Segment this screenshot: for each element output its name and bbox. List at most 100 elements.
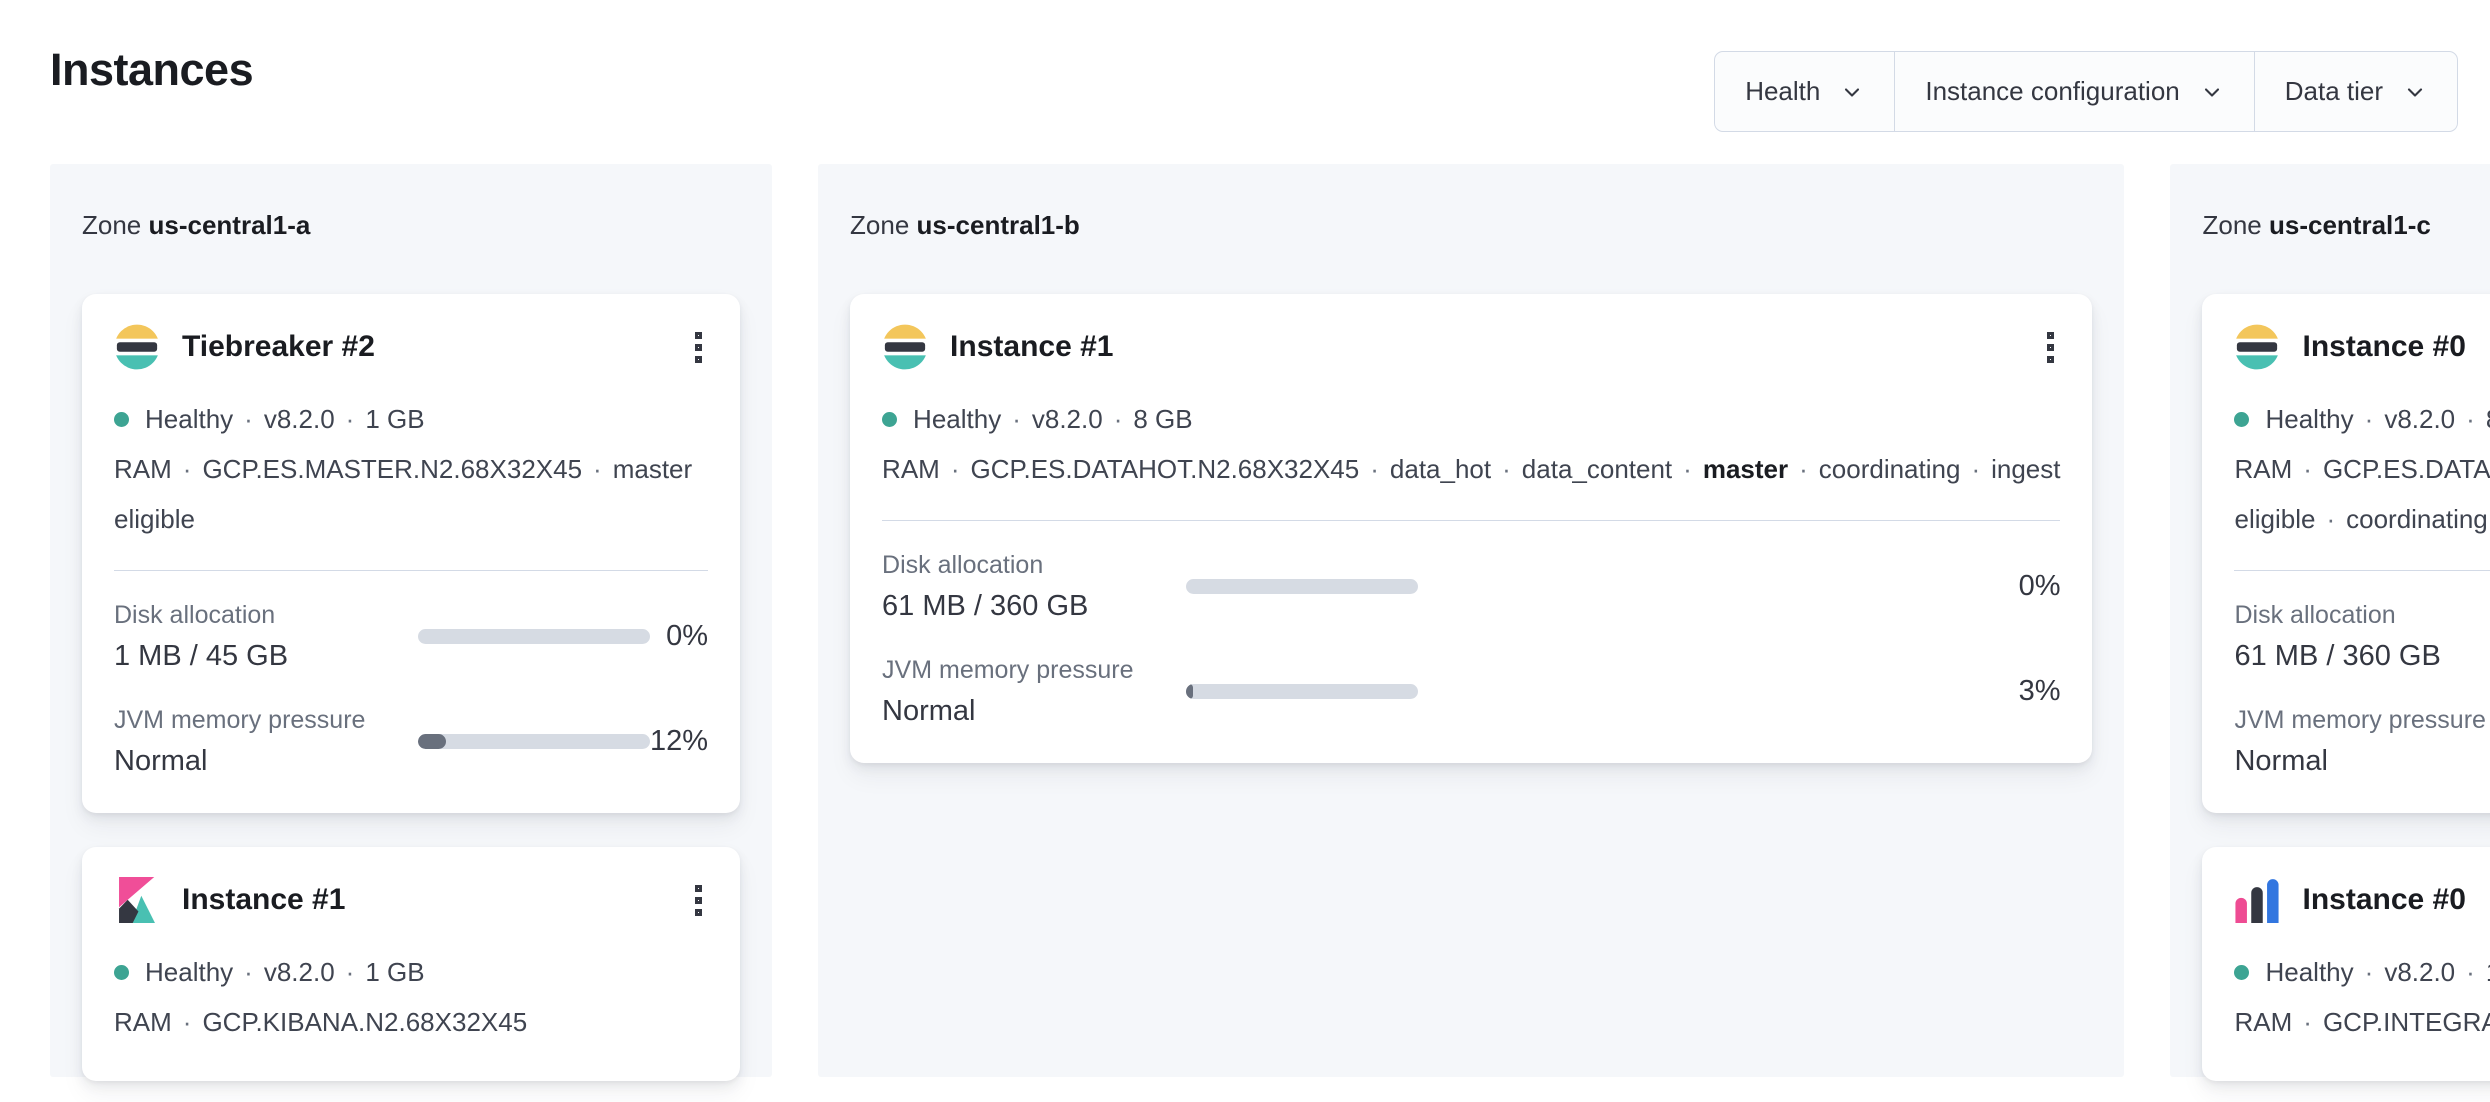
zone-label-prefix: Zone [82, 210, 142, 240]
stat-value: 1 MB / 45 GB [114, 640, 289, 672]
instance-title: Instance #1 [182, 883, 346, 916]
zone-name: us-central1-b [916, 210, 1080, 240]
meta-segment: GCP.ES.DATAHOT.N2.68X32X45 [2322, 454, 2490, 484]
zone-panel-us-central1-b: Zone us-central1-b Instance #1 Healthy · v… [818, 164, 2125, 1077]
meta-segment: data_content [1521, 454, 1673, 484]
meta-separator: · [2466, 957, 2475, 987]
instance-stats: Disk allocation 61 MB / 360 GB 0% JVM me… [2234, 571, 2490, 779]
meta-separator: · [1799, 454, 1808, 484]
meta-segment: master eligible [114, 454, 693, 534]
kibana-logo-icon [119, 877, 155, 923]
meta-segment: 8 GB RAM [882, 404, 1193, 484]
meta-segment: Healthy [2265, 957, 2354, 987]
meta-segment: ingest [1991, 454, 2061, 484]
filter-instance-configuration-button[interactable]: Instance configuration [1894, 52, 2253, 131]
zone-name: us-central1-c [2268, 210, 2431, 240]
filter-group: Health Instance configuration Data tier [1714, 51, 2458, 132]
chevron-down-icon [1845, 87, 1860, 97]
elasticsearch-logo-icon [882, 324, 928, 370]
filter-health-label: Health [1745, 76, 1821, 106]
meta-segment: data_hot [1389, 454, 1492, 484]
meta-separator: · [1113, 404, 1123, 434]
jvm-pressure-bar [418, 734, 650, 749]
stat-percent: 0% [666, 620, 709, 652]
instance-title: Tiebreaker #2 [182, 330, 375, 363]
jvm-pressure-bar [1186, 684, 1419, 699]
disk-usage-bar [1186, 579, 1419, 594]
meta-separator: · [1971, 454, 1981, 484]
instance-card-es-1: Instance #1 Healthy · v8.2.0 · 8 GB RAM · GCP.… [850, 294, 2093, 763]
instance-meta: Healthy · v8.2.0 ·1 GB RAM· GCP.INTEGRATIONS… [2234, 947, 2490, 1047]
stat-label: Disk allocation [114, 601, 276, 629]
meta-segment: v8.2.0 [1031, 404, 1103, 434]
meta-separator: · [182, 1007, 192, 1037]
stat-disk-allocation: Disk allocation 61 MB / 360 GB 0% [2234, 599, 2490, 674]
meta-separator: · [1502, 454, 1511, 484]
instance-actions-kebab-icon[interactable] [691, 328, 706, 367]
instance-meta: Healthy·v8.2.0·8 GB RAM·GCP.ES.DATAHOT.N… [2234, 394, 2490, 544]
instance-actions-kebab-icon[interactable] [2043, 328, 2058, 367]
meta-separator: · [1012, 404, 1021, 434]
zone-label: Zone us-central1-c [2202, 208, 2490, 242]
meta-segment: coordinating [1818, 454, 1961, 484]
filter-data-tier-button[interactable]: Data tier [2253, 52, 2457, 131]
zone-panel-us-central1-a: Zone us-central1-a Tiebreaker #2 Healthy… [50, 164, 773, 1081]
meta-separator: · [2364, 957, 2374, 987]
instance-card-tiebreaker-2: Tiebreaker #2 Healthy · v8.2.0 · 1 GB RAM · GC… [82, 294, 741, 813]
page-header: Instances Health Instance configuration … [0, 0, 2490, 132]
stat-label: Disk allocation [2234, 601, 2396, 629]
meta-separator: · [2303, 1007, 2312, 1037]
stat-disk-allocation: Disk allocation 1 MB / 45 GB 0% [114, 599, 708, 674]
instance-card-integrations-0: Instance #0 Healthy · v8.2.0 ·1 GB RAM· GCP.… [2202, 847, 2490, 1081]
zones-row: Zone us-central1-a Tiebreaker #2 Healthy… [50, 164, 2490, 1081]
instance-stats: Disk allocation 61 MB / 360 GB 0% JVM me… [882, 521, 2060, 729]
stat-percent: 3% [2018, 675, 2061, 707]
disk-usage-bar [418, 629, 650, 644]
instance-meta: Healthy·v8.2.0·8 GB RAM·GCP.ES.DATAHOT.N… [882, 394, 2061, 494]
meta-segment: master eligible [2234, 504, 2316, 534]
meta-segment: v8.2.0 [2384, 957, 2456, 987]
instance-card-kibana-1: Instance #1 Healthy · v8.2.0 · 1 GB RAM · GCP.… [82, 847, 741, 1081]
stat-value: Normal [882, 695, 976, 727]
meta-segment: GCP.KIBANA.N2.68X32X45 [202, 1007, 528, 1037]
meta-segment: Healthy [2265, 404, 2354, 434]
stat-jvm-memory-pressure: JVM memory pressure Normal 12% [114, 704, 708, 779]
stat-label: JVM memory pressure [114, 706, 366, 734]
meta-separator: · [1370, 454, 1379, 484]
health-status-dot-icon [114, 412, 129, 427]
meta-separator: · [2364, 404, 2374, 434]
stat-value: Normal [2234, 745, 2328, 777]
elasticsearch-logo-icon [114, 324, 160, 370]
zone-label: Zone us-central1-a [82, 208, 740, 242]
stat-value: 61 MB / 360 GB [2234, 640, 2441, 672]
instance-actions-kebab-icon[interactable] [691, 881, 706, 920]
zone-panel-us-central1-c: Zone us-central1-c Instance #0 Healthy · v… [2170, 164, 2490, 1081]
meta-separator: · [345, 404, 355, 434]
instance-title: Instance #1 [950, 330, 1114, 363]
card-divider [882, 520, 2061, 521]
meta-segment: GCP.INTEGRATIONSSERVER.N2.68X32X45 [2322, 1007, 2490, 1037]
meta-segment: 1 GB RAM [2234, 957, 2490, 1037]
zone-label-prefix: Zone [850, 210, 910, 240]
meta-segment: 8 GB RAM [2234, 404, 2490, 484]
meta-segment: master [1702, 454, 1789, 484]
stat-label: Disk allocation [882, 551, 1044, 579]
meta-separator: · [345, 957, 355, 987]
meta-segment: coordinating [2346, 504, 2488, 534]
meta-segment: GCP.ES.DATAHOT.N2.68X32X45 [970, 454, 1360, 484]
meta-segment: v8.2.0 [263, 404, 335, 434]
meta-separator: · [244, 957, 253, 987]
meta-segment: Healthy [913, 404, 1002, 434]
chevron-down-icon [2407, 87, 2423, 97]
zone-label-prefix: Zone [2202, 210, 2262, 240]
filter-data-tier-label: Data tier [2284, 76, 2383, 106]
meta-segment: v8.2.0 [263, 957, 335, 987]
stat-jvm-memory-pressure: JVM memory pressure Normal 2% [2234, 704, 2490, 779]
meta-separator: · [2303, 454, 2312, 484]
stat-jvm-memory-pressure: JVM memory pressure Normal 3% [882, 654, 2060, 729]
card-divider [114, 570, 709, 571]
meta-segment: 1 GB RAM [114, 404, 425, 484]
meta-separator: · [2466, 404, 2475, 434]
filter-health-button[interactable]: Health [1715, 52, 1894, 131]
stat-value: Normal [114, 745, 208, 777]
